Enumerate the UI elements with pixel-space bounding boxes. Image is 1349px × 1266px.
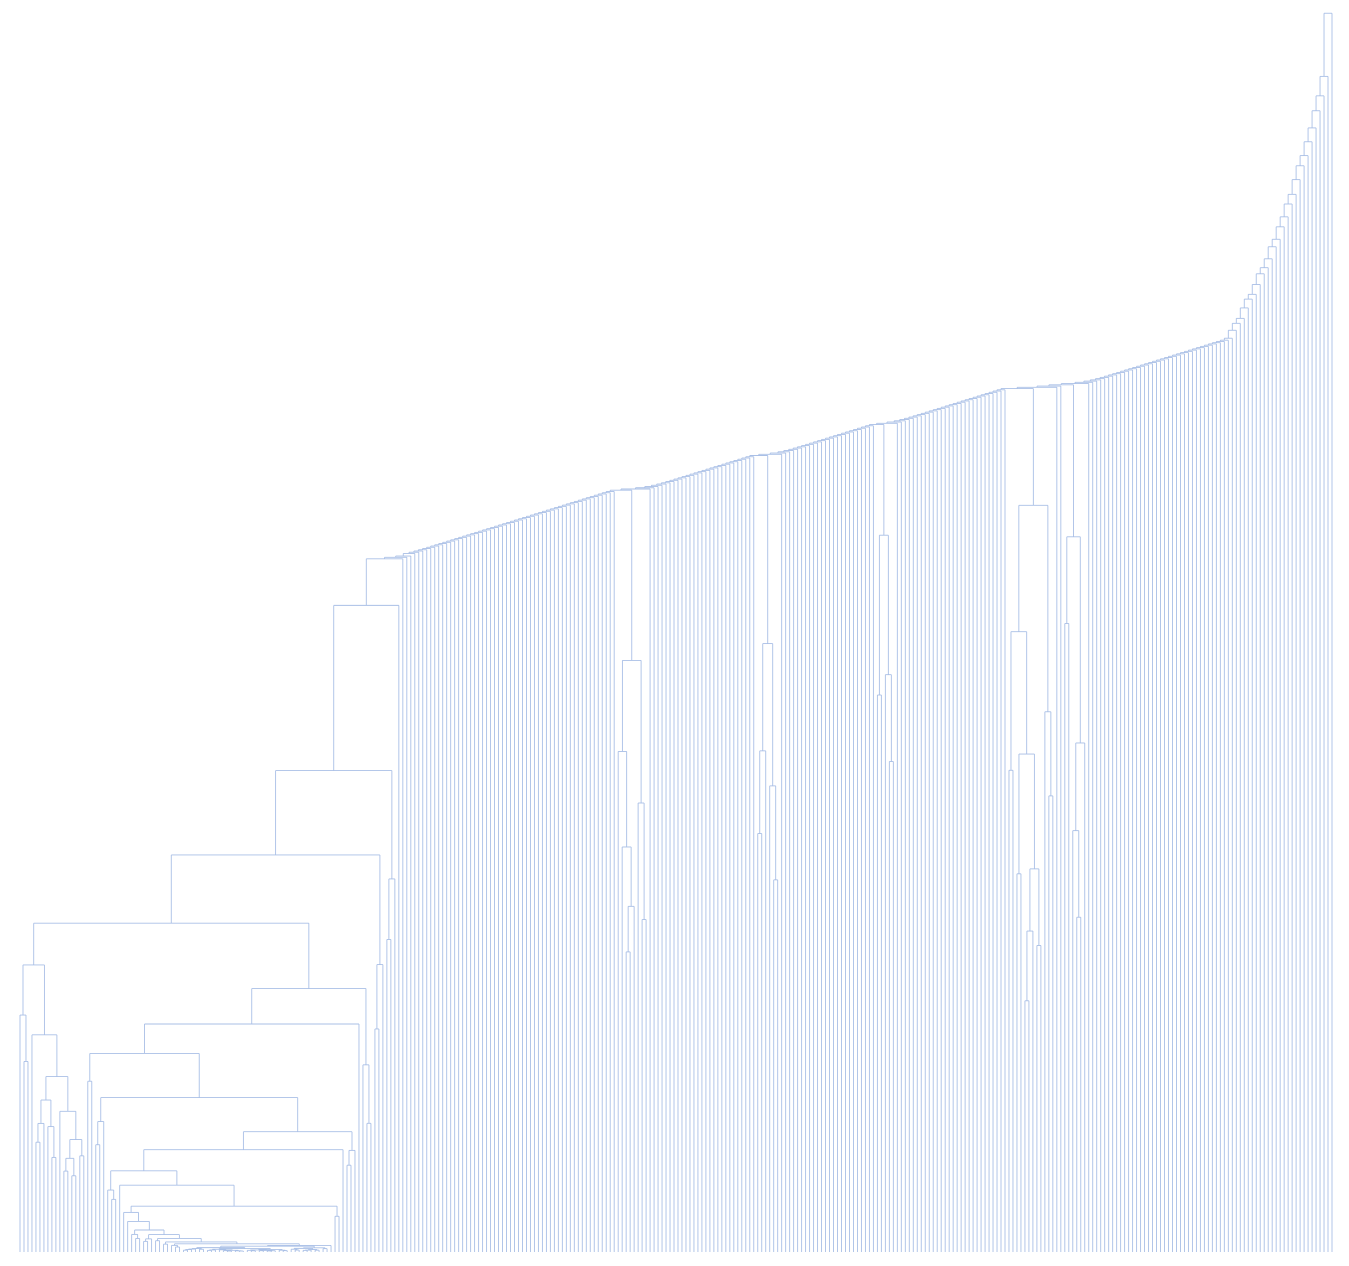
dendrogram-links: [19, 12, 1333, 1252]
